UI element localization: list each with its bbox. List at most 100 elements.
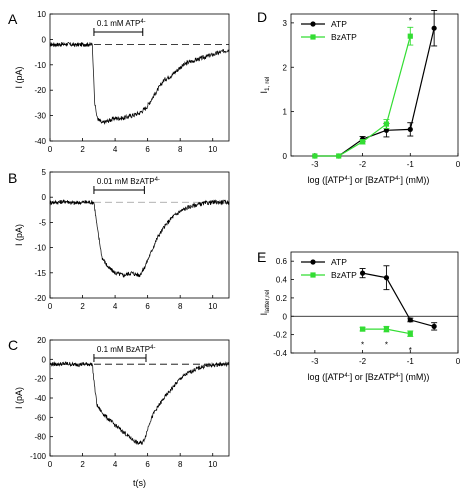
- y-tick-label: -20: [34, 375, 46, 384]
- x-axis-label: log ([ATP4-] or [BzATP4-] (mM)): [308, 372, 430, 382]
- data-point: [359, 139, 366, 145]
- x-tick-label: 6: [145, 302, 150, 311]
- x-tick-label: 10: [208, 145, 217, 154]
- significance-star: *: [409, 346, 412, 355]
- plot-frame: [290, 251, 459, 354]
- data-point: [431, 323, 437, 329]
- data-point: [383, 326, 390, 332]
- panel-label: B: [8, 170, 17, 186]
- series-line: [362, 272, 435, 327]
- y-tick-label: -10: [34, 244, 46, 253]
- data-point: [383, 275, 390, 281]
- significance-star: *: [361, 341, 364, 350]
- x-tick-label: 4: [113, 145, 118, 154]
- drug-annotation: 0.01 mM BzATP4-: [97, 177, 160, 186]
- x-tick-label: 8: [178, 460, 183, 469]
- current-trace: [49, 361, 230, 446]
- x-tick-label: 10: [208, 302, 217, 311]
- x-tick-label: -3: [311, 357, 319, 366]
- y-tick-label: 0.6: [276, 257, 288, 266]
- y-tick-label: -60: [34, 413, 46, 422]
- data-point: [359, 326, 366, 332]
- data-point: [312, 153, 318, 159]
- legend-label: BzATP: [331, 270, 357, 280]
- y-tick-label: -5: [39, 218, 47, 227]
- data-point: [407, 33, 413, 39]
- panel-d: D -3 -2 -1 0 0 1 2 3 * ATP BzATP I1, rel log ([ATP4-]…: [257, 9, 461, 185]
- x-tick-label: 2: [80, 302, 85, 311]
- y-tick-label: -40: [34, 394, 46, 403]
- x-tick-label: -2: [359, 357, 367, 366]
- current-trace: [49, 41, 230, 125]
- x-tick-label: -1: [407, 357, 415, 366]
- y-axis-label: Ilatter,rel: [259, 289, 271, 315]
- x-tick-label: 6: [145, 460, 150, 469]
- y-tick-label: 3: [283, 19, 288, 28]
- panel-label: D: [257, 9, 267, 25]
- y-tick-label: 10: [37, 10, 46, 19]
- y-tick-label: -30: [34, 112, 46, 121]
- y-axis-label: I (pA): [14, 224, 24, 246]
- significance-star: *: [385, 341, 388, 350]
- x-tick-label: -3: [311, 160, 319, 169]
- y-tick-label: -20: [34, 294, 46, 303]
- x-tick-label: 2: [80, 145, 85, 154]
- legend-label: ATP: [331, 257, 347, 267]
- significance-star: *: [409, 17, 412, 26]
- data-point: [359, 270, 366, 276]
- panel-label: A: [8, 11, 18, 27]
- panel-label: E: [257, 249, 266, 265]
- y-tick-label: 2: [283, 63, 288, 72]
- data-point: [431, 25, 437, 31]
- y-tick-label: -0.4: [273, 349, 287, 358]
- y-tick-label: 20: [37, 336, 46, 345]
- x-axis-label: t(s): [133, 478, 146, 488]
- y-axis-label: I (pA): [14, 387, 24, 409]
- data-point: [407, 126, 413, 132]
- drug-annotation: 0.1 mM ATP4-: [97, 19, 146, 28]
- y-tick-label: 0.4: [276, 276, 288, 285]
- series-bzatp: [312, 26, 414, 159]
- legend-marker: [310, 34, 316, 40]
- y-tick-label: 0: [42, 35, 47, 44]
- panel-e: E -3 -2 -1 0 0.6 0.4 0.2 0 -0.2 -0.4 * * * ATP BzATP Ila…: [257, 249, 461, 382]
- x-tick-label: 0: [48, 145, 53, 154]
- y-axis-label: I1, rel: [259, 76, 271, 94]
- plot-frame: [49, 171, 230, 299]
- y-tick-label: -40: [34, 137, 46, 146]
- y-tick-label: -15: [34, 269, 46, 278]
- series-bzatp: [359, 325, 414, 337]
- data-point: [383, 121, 390, 127]
- current-trace: [49, 199, 230, 278]
- x-tick-label: -2: [359, 160, 367, 169]
- y-tick-label: 0.2: [276, 294, 288, 303]
- x-tick-label: -1: [407, 160, 415, 169]
- y-tick-label: 0: [283, 312, 288, 321]
- x-tick-label: 0: [456, 160, 461, 169]
- data-point: [407, 331, 413, 337]
- x-tick-label: 8: [178, 302, 183, 311]
- y-tick-label: 0: [42, 193, 47, 202]
- x-tick-label: 6: [145, 145, 150, 154]
- x-tick-label: 4: [113, 302, 118, 311]
- y-tick-label: 0: [42, 355, 47, 364]
- data-point: [336, 153, 342, 159]
- x-tick-label: 2: [80, 460, 85, 469]
- legend-label: ATP: [331, 19, 347, 29]
- series-line: [314, 28, 435, 157]
- y-tick-label: -20: [34, 86, 46, 95]
- plot-frame: [49, 13, 230, 142]
- legend-label: BzATP: [331, 32, 357, 42]
- legend-marker: [310, 272, 316, 278]
- y-tick-label: 5: [42, 168, 47, 177]
- series-atp: [359, 265, 438, 331]
- x-tick-label: 0: [48, 460, 53, 469]
- legend-marker: [310, 21, 316, 27]
- plot-frame: [290, 13, 459, 157]
- x-tick-label: 0: [48, 302, 53, 311]
- panel-b: B 0 2 4 6 8 10 5 0 -5 -10 -15 -20 0.01 mM BzATP4- I (p…: [8, 168, 230, 311]
- x-tick-label: 8: [178, 145, 183, 154]
- data-point: [383, 127, 390, 133]
- y-tick-label: -100: [30, 452, 47, 461]
